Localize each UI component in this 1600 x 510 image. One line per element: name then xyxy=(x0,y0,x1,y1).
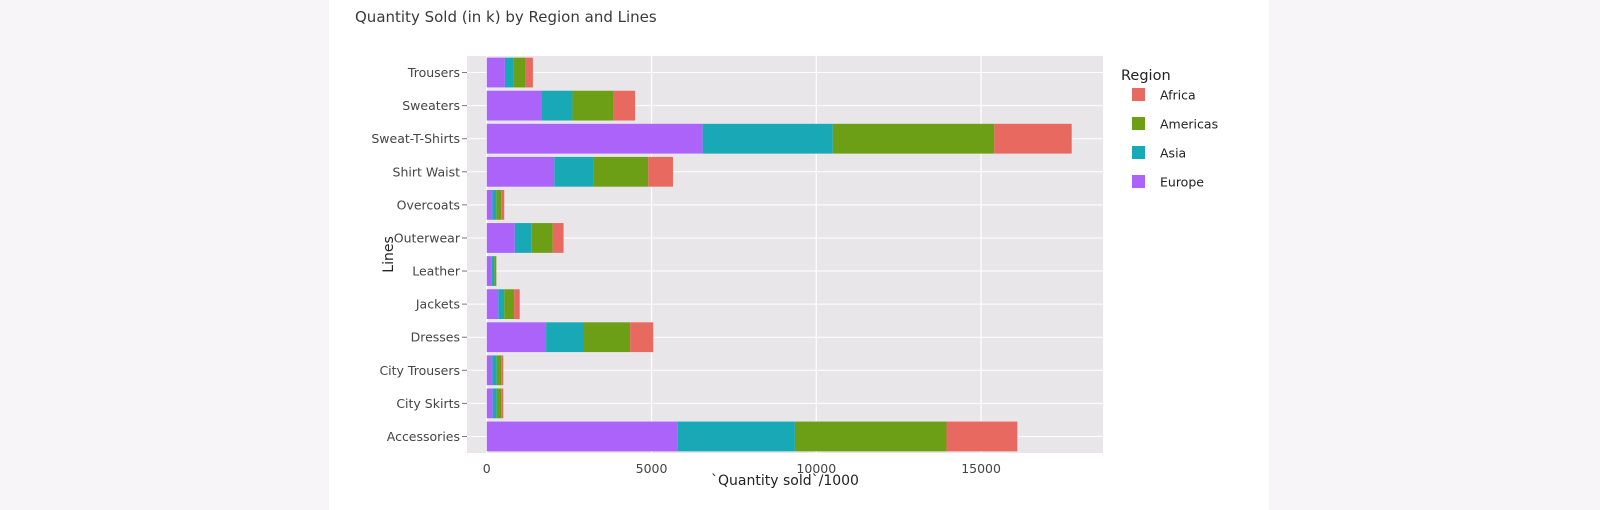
bar-americas-trousers[interactable] xyxy=(513,57,526,88)
bar-europe-sweat-t-shirts[interactable] xyxy=(486,123,703,154)
bar-asia-outerwear[interactable] xyxy=(514,223,532,253)
bar-americas-leather[interactable] xyxy=(494,256,497,286)
y-tick-label: Leather xyxy=(412,264,461,279)
bar-asia-accessories[interactable] xyxy=(677,421,795,452)
bar-africa-outerwear[interactable] xyxy=(552,223,564,253)
legend-item-asia[interactable]: Asia xyxy=(1160,146,1186,161)
bar-africa-sweaters[interactable] xyxy=(613,90,636,121)
bar-asia-jackets[interactable] xyxy=(498,289,505,320)
legend-swatch-africa xyxy=(1132,88,1145,101)
y-tick-label: Sweaters xyxy=(402,98,460,113)
bar-americas-overcoats[interactable] xyxy=(496,189,502,220)
x-tick-label: 15000 xyxy=(961,461,1001,476)
bar-americas-city-skirts[interactable] xyxy=(496,388,502,419)
y-tick-label: Trousers xyxy=(407,65,460,80)
bar-asia-city-trousers[interactable] xyxy=(492,355,497,386)
bar-europe-leather[interactable] xyxy=(486,256,492,286)
bar-africa-accessories[interactable] xyxy=(946,421,1018,452)
x-axis-title: `Quantity sold`/1000 xyxy=(711,473,859,489)
legend-item-europe[interactable]: Europe xyxy=(1160,175,1204,190)
bar-africa-sweat-t-shirts[interactable] xyxy=(994,123,1072,154)
y-tick-label: Dresses xyxy=(411,330,460,345)
legend: Region Africa Americas Asia Europe xyxy=(1121,68,1218,190)
bar-americas-jackets[interactable] xyxy=(504,289,515,320)
bar-asia-sweaters[interactable] xyxy=(541,90,573,121)
chart-title: Quantity Sold (in k) by Region and Lines xyxy=(355,8,657,26)
bar-asia-shirt-waist[interactable] xyxy=(554,156,594,187)
bar-asia-sweat-t-shirts[interactable] xyxy=(702,123,833,154)
bar-europe-city-skirts[interactable] xyxy=(486,388,493,419)
bar-americas-sweat-t-shirts[interactable] xyxy=(832,123,995,154)
bar-africa-city-skirts[interactable] xyxy=(501,388,504,419)
bar-africa-city-trousers[interactable] xyxy=(501,355,504,386)
legend-swatch-asia xyxy=(1132,146,1145,159)
legend-item-africa[interactable]: Africa xyxy=(1160,88,1196,103)
bar-europe-jackets[interactable] xyxy=(486,289,499,320)
bar-asia-overcoats[interactable] xyxy=(492,189,497,220)
y-tick-label: Accessories xyxy=(387,429,460,444)
bar-africa-shirt-waist[interactable] xyxy=(648,156,673,187)
y-axis: Accessories City Skirts City Trousers Dress… xyxy=(371,65,467,444)
y-tick-label: Overcoats xyxy=(397,197,460,212)
y-tick-label: Jackets xyxy=(415,297,460,312)
y-axis-title: Lines xyxy=(381,236,397,272)
bar-asia-leather[interactable] xyxy=(491,256,495,286)
bar-europe-city-trousers[interactable] xyxy=(486,355,493,386)
bar-africa-dresses[interactable] xyxy=(630,322,654,353)
legend-swatch-europe xyxy=(1132,175,1145,188)
plot-background xyxy=(467,56,1103,453)
bar-americas-sweaters[interactable] xyxy=(572,90,614,121)
legend-item-americas[interactable]: Americas xyxy=(1160,117,1218,132)
bar-europe-shirt-waist[interactable] xyxy=(486,156,555,187)
y-tick-label: Outerwear xyxy=(394,230,461,245)
x-tick-label: 0 xyxy=(483,461,491,476)
bar-asia-trousers[interactable] xyxy=(504,57,514,88)
bar-americas-dresses[interactable] xyxy=(583,322,631,353)
bar-europe-accessories[interactable] xyxy=(486,421,678,452)
bar-europe-sweaters[interactable] xyxy=(486,90,542,121)
bar-africa-trousers[interactable] xyxy=(525,57,533,88)
x-tick-label: 5000 xyxy=(636,461,668,476)
bar-americas-shirt-waist[interactable] xyxy=(593,156,649,187)
bar-americas-city-trousers[interactable] xyxy=(496,355,502,386)
bar-europe-outerwear[interactable] xyxy=(486,223,515,253)
y-tick-label: Sweat-T-Shirts xyxy=(371,131,460,146)
bar-americas-accessories[interactable] xyxy=(794,421,947,452)
bar-africa-overcoats[interactable] xyxy=(501,189,505,220)
y-tick-label: City Trousers xyxy=(379,363,460,378)
y-tick-label: City Skirts xyxy=(396,396,460,411)
legend-title: Region xyxy=(1121,68,1171,84)
bars xyxy=(486,57,1072,452)
bar-africa-jackets[interactable] xyxy=(514,289,520,320)
bar-asia-city-skirts[interactable] xyxy=(492,388,497,419)
bar-europe-trousers[interactable] xyxy=(486,57,505,88)
bar-europe-overcoats[interactable] xyxy=(486,189,493,220)
legend-swatch-americas xyxy=(1132,117,1145,130)
x-axis: 0 5000 10000 15000 xyxy=(483,461,1001,476)
x-tick-label: 10000 xyxy=(796,461,836,476)
bar-asia-dresses[interactable] xyxy=(546,322,584,353)
y-tick-label: Shirt Waist xyxy=(393,164,461,179)
bar-europe-dresses[interactable] xyxy=(486,322,547,353)
bar-americas-outerwear[interactable] xyxy=(531,223,553,253)
